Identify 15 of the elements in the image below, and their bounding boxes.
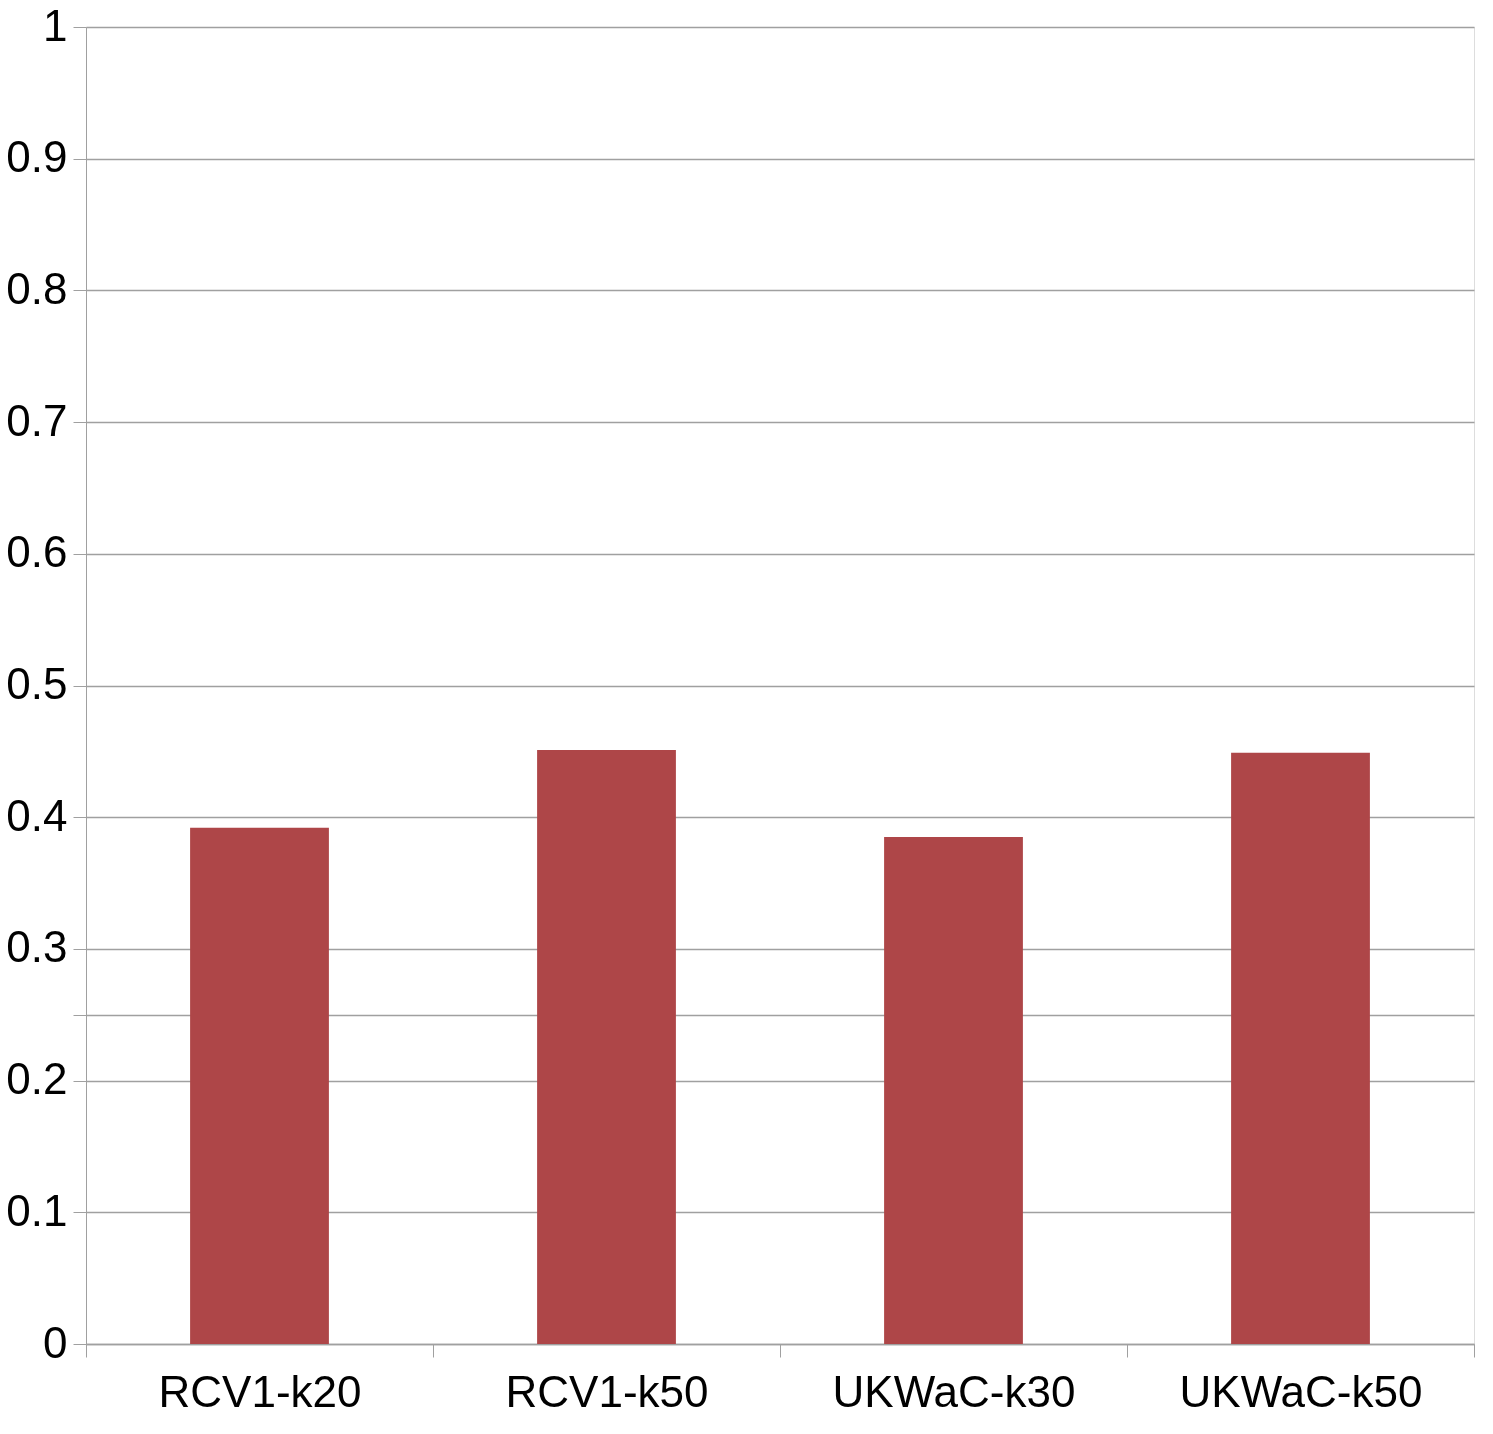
x-tick-label: UKWaC-k30: [832, 1366, 1076, 1416]
y-tick-label: 0: [43, 1317, 68, 1367]
x-tick-label: RCV1-k20: [158, 1366, 362, 1416]
y-tick-label: 0.4: [6, 790, 68, 840]
y-tick-label: 0.3: [6, 922, 68, 972]
x-tick-label: UKWaC-k50: [1179, 1366, 1423, 1416]
y-tick-label: 0.8: [6, 263, 68, 313]
y-tick-label: 0.5: [6, 659, 68, 708]
y-tick-label: 0.2: [6, 1054, 68, 1104]
y-tick-label: 1: [43, 0, 68, 50]
x-tick-label: RCV1-k50: [505, 1366, 709, 1416]
y-tick-label: 0.1: [6, 1185, 68, 1235]
y-tick-label: 0.9: [6, 132, 68, 182]
y-tick-label: 0.7: [6, 395, 68, 445]
y-tick-label: 0.6: [6, 527, 68, 577]
